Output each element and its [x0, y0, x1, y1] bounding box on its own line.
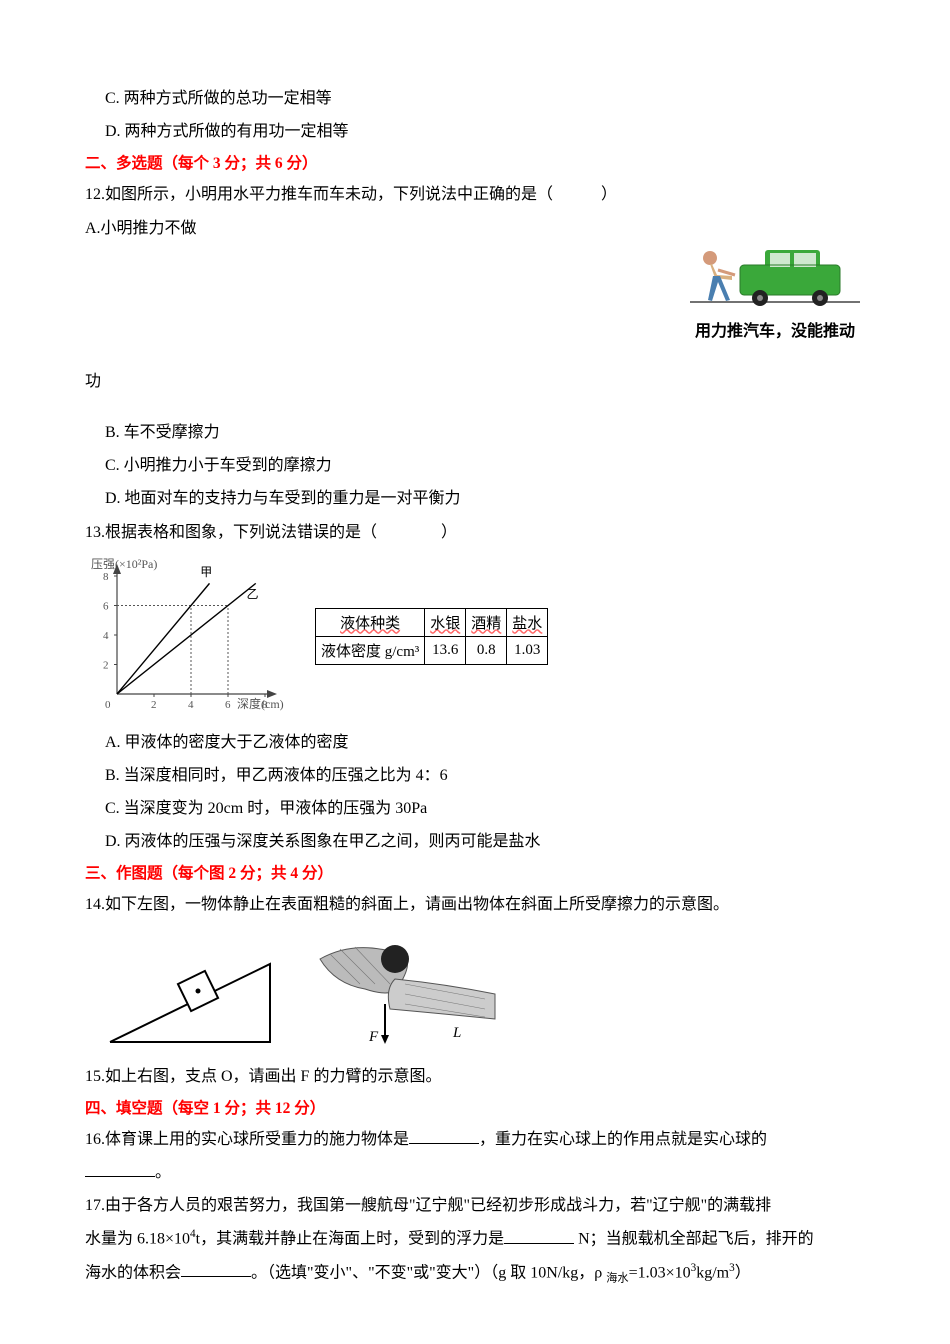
q12-option-d: D. 地面对车的支持力与车受到的重力是一对平衡力	[85, 485, 865, 512]
incline-svg	[105, 934, 275, 1049]
q13-figures: 压强(×10²Pa)246824680甲乙深度(cm) 液体种类 水银 酒精 盐…	[85, 554, 865, 719]
q12-option-a-post: 功	[85, 368, 865, 395]
q12-stem: 12.如图所示，小明用水平力推车而车未动，下列说法中正确的是（ ）	[85, 181, 865, 208]
svg-text:6: 6	[225, 699, 231, 711]
svg-text:2: 2	[151, 699, 157, 711]
table-header-row: 液体种类 水银 酒精 盐水	[316, 608, 548, 636]
svg-text:甲: 甲	[200, 565, 212, 579]
td-saltwater-val: 1.03	[507, 636, 548, 664]
q13-option-b: B. 当深度相同时，甲乙两液体的压强之比为 4：6	[85, 762, 865, 789]
q17-blank-2[interactable]	[181, 1261, 251, 1277]
q13-chart: 压强(×10²Pa)246824680甲乙深度(cm)	[85, 554, 285, 719]
q16-blank-2[interactable]	[85, 1161, 155, 1177]
car-svg	[690, 230, 860, 310]
q12-figure-caption: 用力推汽车，没能推动	[685, 317, 865, 341]
q16-mid: ，重力在实心球上的作用点就是实心球的	[479, 1131, 767, 1148]
q13-option-c: C. 当深度变为 20cm 时，甲液体的压强为 30Pa	[85, 795, 865, 822]
arm-svg: F L	[305, 929, 515, 1049]
section-2-title: 二、多选题（每个 3 分；共 6 分）	[85, 151, 865, 173]
q13-option-d: D. 丙液体的压强与深度关系图象在甲乙之间，则丙可能是盐水	[85, 828, 865, 855]
q13-option-a: A. 甲液体的密度大于乙液体的密度	[85, 729, 865, 756]
svg-text:4: 4	[188, 699, 194, 711]
svg-text:2: 2	[103, 659, 109, 671]
q16-post: 。	[155, 1164, 171, 1181]
svg-text:8: 8	[103, 571, 109, 583]
q16-line-2: 。	[85, 1159, 865, 1186]
q13-stem: 13.根据表格和图象，下列说法错误的是（ ）	[85, 519, 865, 546]
td-alcohol-val: 0.8	[466, 636, 507, 664]
th-mercury: 水银	[425, 608, 466, 636]
th-alcohol: 酒精	[466, 608, 507, 636]
q15-stem: 15.如上右图，支点 O，请画出 F 的力臂的示意图。	[85, 1063, 865, 1090]
chart-svg: 压强(×10²Pa)246824680甲乙深度(cm)	[85, 554, 285, 714]
q17-line-1: 17.由于各方人员的艰苦努力，我国第一艘航母"辽宁舰"已经初步形成战斗力，若"辽…	[85, 1192, 865, 1219]
q12-option-c: C. 小明推力小于车受到的摩擦力	[85, 452, 865, 479]
svg-text:0: 0	[105, 699, 111, 711]
table-row: 液体密度 g/cm³ 13.6 0.8 1.03	[316, 636, 548, 664]
section-3-title: 三、作图题（每个图 2 分；共 4 分）	[85, 861, 865, 883]
q17-line-3: 海水的体积会。（选填"变小"、"不变"或"变大"）（g 取 10N/kg，ρ 海…	[85, 1259, 865, 1289]
svg-text:乙: 乙	[247, 587, 259, 601]
q14-stem: 14.如下左图，一物体静止在表面粗糙的斜面上，请画出物体在斜面上所受摩擦力的示意…	[85, 891, 865, 918]
q12-figure: 用力推汽车，没能推动	[685, 230, 865, 341]
q13-table: 液体种类 水银 酒精 盐水 液体密度 g/cm³ 13.6 0.8 1.03	[315, 608, 548, 665]
td-mercury-val: 13.6	[425, 636, 466, 664]
svg-text:压强(×10²Pa): 压强(×10²Pa)	[91, 557, 157, 571]
label-F: F	[368, 1029, 379, 1045]
q14-figures: F L	[105, 929, 865, 1049]
q16-blank-1[interactable]	[409, 1128, 479, 1144]
th-liquid-type: 液体种类	[316, 608, 425, 636]
svg-text:深度(cm): 深度(cm)	[237, 696, 284, 711]
q16-line: 16.体育课上用的实心球所受重力的施力物体是 ，重力在实心球上的作用点就是实心球的	[85, 1126, 865, 1153]
q11-option-d: D. 两种方式所做的有用功一定相等	[85, 118, 865, 145]
q11-option-c: C. 两种方式所做的总功一定相等	[85, 85, 865, 112]
section-4-title: 四、填空题（每空 1 分；共 12 分）	[85, 1096, 865, 1118]
svg-text:4: 4	[103, 630, 109, 642]
q12-option-b: B. 车不受摩擦力	[85, 419, 865, 446]
svg-text:6: 6	[103, 600, 109, 612]
density-table: 液体种类 水银 酒精 盐水 液体密度 g/cm³ 13.6 0.8 1.03	[315, 608, 548, 665]
q16-pre: 16.体育课上用的实心球所受重力的施力物体是	[85, 1131, 409, 1148]
q17-line-2: 水量为 6.18×104t，其满载并静止在海面上时，受到的浮力是 N；当舰载机全…	[85, 1225, 865, 1253]
th-saltwater: 盐水	[507, 608, 548, 636]
td-density-label: 液体密度 g/cm³	[316, 636, 425, 664]
label-L: L	[452, 1025, 461, 1041]
q17-blank-1[interactable]	[504, 1228, 574, 1244]
